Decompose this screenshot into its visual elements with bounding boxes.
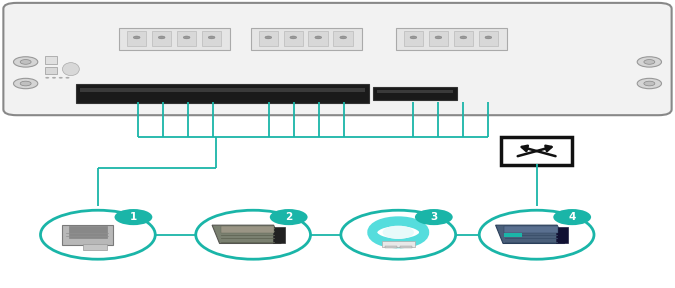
FancyBboxPatch shape (504, 226, 558, 233)
FancyBboxPatch shape (45, 56, 57, 64)
FancyBboxPatch shape (385, 246, 397, 248)
Polygon shape (212, 225, 281, 243)
FancyBboxPatch shape (62, 225, 113, 245)
FancyBboxPatch shape (119, 28, 230, 50)
Text: 4: 4 (568, 212, 576, 222)
FancyBboxPatch shape (202, 31, 221, 46)
Circle shape (196, 210, 310, 259)
Circle shape (554, 209, 591, 225)
Circle shape (415, 209, 453, 225)
Circle shape (637, 78, 662, 89)
Circle shape (115, 209, 153, 225)
Circle shape (341, 210, 456, 259)
Circle shape (14, 57, 38, 67)
FancyBboxPatch shape (76, 84, 369, 103)
FancyBboxPatch shape (429, 31, 448, 46)
Ellipse shape (62, 63, 80, 76)
FancyBboxPatch shape (373, 87, 457, 100)
Circle shape (158, 36, 165, 39)
Circle shape (315, 36, 322, 39)
Circle shape (644, 81, 655, 86)
Circle shape (133, 36, 140, 39)
Circle shape (65, 77, 70, 79)
FancyBboxPatch shape (83, 244, 107, 250)
FancyBboxPatch shape (454, 31, 473, 46)
Circle shape (435, 36, 441, 39)
FancyBboxPatch shape (127, 31, 146, 46)
Circle shape (208, 36, 215, 39)
FancyBboxPatch shape (479, 31, 498, 46)
FancyBboxPatch shape (333, 31, 353, 46)
FancyBboxPatch shape (251, 28, 362, 50)
FancyBboxPatch shape (377, 90, 453, 93)
FancyBboxPatch shape (152, 31, 171, 46)
Circle shape (485, 36, 491, 39)
Circle shape (265, 36, 271, 39)
Circle shape (644, 60, 655, 64)
FancyBboxPatch shape (177, 31, 196, 46)
Circle shape (45, 77, 49, 79)
FancyBboxPatch shape (259, 31, 278, 46)
Circle shape (340, 36, 347, 39)
Circle shape (40, 210, 155, 259)
FancyBboxPatch shape (501, 137, 572, 165)
FancyBboxPatch shape (400, 246, 412, 248)
Circle shape (270, 209, 308, 225)
Text: 2: 2 (285, 212, 292, 222)
Circle shape (20, 60, 31, 64)
Text: 3: 3 (430, 212, 437, 222)
Circle shape (410, 36, 416, 39)
FancyBboxPatch shape (69, 226, 107, 238)
FancyBboxPatch shape (404, 31, 423, 46)
FancyBboxPatch shape (221, 226, 274, 233)
Text: 1: 1 (130, 212, 137, 222)
FancyBboxPatch shape (382, 241, 414, 247)
Circle shape (52, 77, 56, 79)
Circle shape (184, 36, 190, 39)
Polygon shape (495, 225, 564, 243)
Circle shape (14, 78, 38, 89)
Circle shape (59, 77, 63, 79)
FancyBboxPatch shape (308, 31, 328, 46)
FancyBboxPatch shape (45, 67, 57, 74)
FancyBboxPatch shape (396, 28, 507, 50)
Circle shape (479, 210, 594, 259)
FancyBboxPatch shape (3, 3, 672, 115)
Circle shape (637, 57, 662, 67)
Circle shape (460, 36, 466, 39)
FancyBboxPatch shape (80, 88, 365, 92)
Circle shape (20, 81, 31, 86)
FancyBboxPatch shape (556, 227, 568, 243)
Circle shape (383, 226, 414, 239)
FancyBboxPatch shape (273, 227, 285, 243)
FancyBboxPatch shape (504, 233, 522, 237)
Circle shape (290, 36, 297, 39)
FancyBboxPatch shape (284, 31, 303, 46)
